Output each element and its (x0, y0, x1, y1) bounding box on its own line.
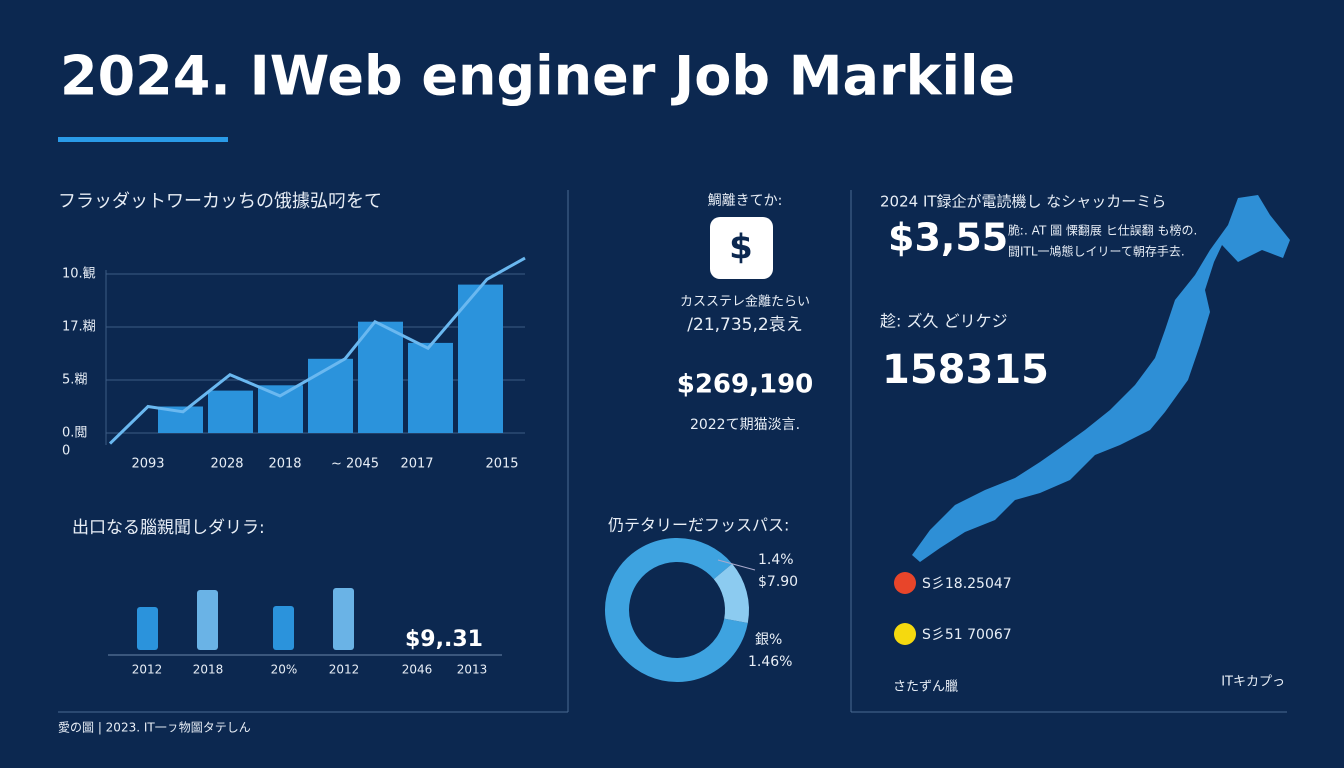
dollar-icon (710, 217, 773, 279)
y-tick-label: 0.閲 (62, 426, 87, 441)
donut-label: $7.90 (758, 574, 798, 590)
bar (197, 590, 218, 650)
legend-label: S彡51 70067 (922, 627, 1012, 643)
x-tick-label: 2012 (329, 663, 360, 677)
bar (458, 284, 503, 433)
x-tick-label: 2093 (131, 457, 164, 472)
bar (358, 321, 403, 433)
trend-line (108, 256, 526, 445)
x-tick-label: 2015 (485, 457, 518, 472)
x-tick-label: 2018 (268, 457, 301, 472)
x-tick-label: 2028 (210, 457, 243, 472)
bar (308, 358, 353, 433)
y-tick-label: 17.糊 (62, 319, 96, 335)
count: 158315 (882, 347, 1049, 393)
legend-label: S彡18.25047 (922, 576, 1012, 592)
zero-label: 0 (62, 444, 70, 459)
label: 趁: ズ久 どリケジ (880, 312, 1008, 331)
chart-title: 出口なる腦親聞しダリラ: (72, 518, 265, 538)
value-text: /21,735,2袁え (687, 315, 802, 335)
footer-right: ITキカプっ (1221, 675, 1285, 690)
subtitle: カスステレ金離たらい (680, 294, 810, 310)
bar (273, 606, 294, 650)
leader-line (717, 559, 756, 571)
x-tick-label: 2017 (400, 457, 433, 472)
note: 2022て期猫淡言. (690, 417, 800, 433)
y-tick-label: 10.観 (62, 267, 96, 282)
chart-title: フラッダットワーカッちの饿據弘叼をて (58, 191, 382, 212)
japan-map (912, 195, 1290, 562)
bar (137, 607, 158, 650)
y-tick-label: 5.糊 (62, 372, 87, 388)
big-value: $3,55 (888, 216, 1008, 260)
bar (333, 588, 354, 650)
bar (408, 342, 453, 433)
donut-label: 銀% (755, 632, 782, 648)
legend-dot (894, 623, 916, 645)
x-tick-label: ~ 2045 (331, 457, 379, 472)
big-value: $269,190 (677, 370, 814, 400)
title-underline (58, 137, 228, 142)
x-tick-label: 2018 (193, 663, 224, 677)
footer-left: さたずん臘 (893, 680, 958, 695)
chart-title: 仍テタリーだフッスパス: (608, 516, 789, 535)
x-tick-label: 20% (271, 663, 298, 677)
label: 鯛離きてか: (708, 192, 783, 209)
dollar-sign: $ (729, 228, 753, 268)
right-title: 2024 IT録企が電読機し なシャッカーミら (880, 193, 1166, 211)
page-title: 2024. IWeb enginer Job Markile (60, 45, 1015, 108)
x-tick-label: 2012 (132, 663, 163, 677)
donut-label: 1.46% (748, 654, 792, 670)
description: 闘ITL一鳩態しイリーて朝存手去. (1008, 244, 1185, 259)
footer: 愛の圖 | 2023. IT一ㇷ物圖タテしん (58, 721, 251, 735)
donut-segment (605, 538, 748, 682)
description: 脆ː. AT 圖 慄翻展 ヒ仕誤翻 も榜の. (1008, 223, 1197, 238)
donut-segment (713, 563, 749, 623)
x-tick-label: 2046 (402, 663, 433, 677)
x-tick-label: 2013 (457, 663, 488, 677)
donut-label: 1.4% (758, 552, 794, 568)
legend-dot (894, 572, 916, 594)
bar (208, 390, 253, 433)
bar (258, 385, 303, 433)
annotation: $9,.31 (405, 627, 483, 652)
